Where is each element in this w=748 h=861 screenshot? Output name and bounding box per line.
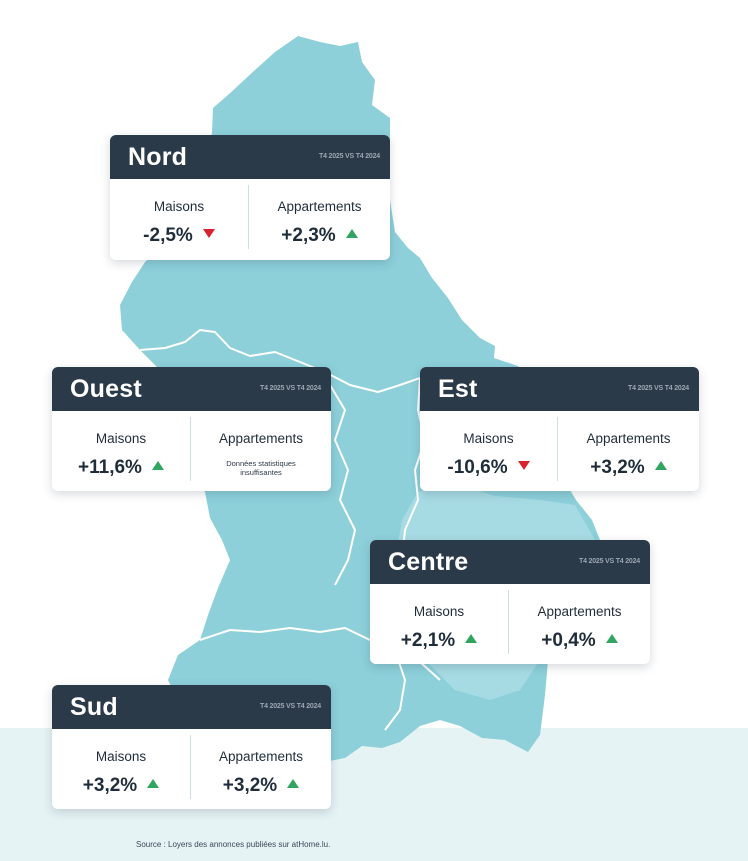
nord-border (139, 329, 421, 393)
source-note: Source : Loyers des annonces publiées su… (136, 840, 331, 849)
appartements-value: +3,2% (222, 775, 278, 796)
appartements-column: Appartements +0,4% (509, 584, 650, 664)
region-card-centre: Centre T4 2025 VS T4 2024 Maisons +2,1% … (370, 540, 650, 664)
maisons-label: Maisons (463, 431, 514, 446)
note-line: insuffisantes (240, 468, 282, 477)
card-header: Est T4 2025 VS T4 2024 (420, 367, 699, 411)
region-title: Sud (70, 693, 118, 721)
card-header: Centre T4 2025 VS T4 2024 (370, 540, 650, 584)
period-label: T4 2025 VS T4 2024 (628, 385, 689, 392)
card-body: Maisons +3,2% Appartements +3,2% (52, 729, 331, 809)
region-card-nord: Nord T4 2025 VS T4 2024 Maisons -2,5% Ap… (110, 135, 390, 260)
appartements-value: +3,2% (590, 457, 645, 478)
region-title: Est (438, 375, 478, 403)
card-body: Maisons +11,6% Appartements Données stat… (52, 411, 331, 491)
up-arrow-icon (465, 634, 478, 644)
card-header: Ouest T4 2025 VS T4 2024 (52, 367, 331, 411)
appartements-value-row: +3,2% (191, 775, 331, 797)
maisons-value: +2,1% (400, 630, 456, 651)
appartements-column: Appartements +3,2% (558, 411, 699, 491)
appartements-value-row: +3,2% (558, 457, 699, 479)
up-arrow-icon (654, 461, 667, 471)
down-arrow-icon (517, 461, 530, 471)
region-title: Ouest (70, 375, 142, 403)
appartements-value: +0,4% (541, 630, 596, 651)
card-header: Nord T4 2025 VS T4 2024 (110, 135, 390, 179)
maisons-label: Maisons (95, 431, 147, 446)
maisons-column: Maisons +2,1% (370, 584, 508, 664)
appartements-label: Appartements (586, 431, 671, 446)
up-arrow-icon (151, 461, 164, 471)
maisons-value: +3,2% (82, 775, 138, 796)
up-arrow-icon (147, 779, 160, 789)
column-divider (190, 735, 191, 799)
period-label: T4 2025 VS T4 2024 (260, 703, 321, 710)
column-divider (248, 185, 249, 249)
period-label: T4 2025 VS T4 2024 (319, 153, 380, 160)
appartements-label: Appartements (277, 199, 362, 214)
maisons-column: Maisons -10,6% (420, 411, 557, 491)
maisons-label: Maisons (153, 199, 205, 214)
est-border (401, 377, 426, 561)
down-arrow-icon (202, 229, 215, 239)
up-arrow-icon (605, 634, 618, 644)
maisons-column: Maisons -2,5% (110, 179, 248, 260)
maisons-label: Maisons (413, 604, 465, 619)
column-divider (557, 417, 558, 481)
note-line: Données statistiques (226, 459, 296, 468)
card-body: Maisons +2,1% Appartements +0,4% (370, 584, 650, 664)
appartements-value-row: +0,4% (509, 630, 650, 652)
maisons-value-row: -2,5% (110, 225, 248, 247)
maisons-value-row: +11,6% (52, 457, 190, 479)
maisons-value: -10,6% (447, 457, 508, 478)
maisons-value: -2,5% (143, 225, 193, 246)
region-card-est: Est T4 2025 VS T4 2024 Maisons -10,6% Ap… (420, 367, 699, 491)
region-card-ouest: Ouest T4 2025 VS T4 2024 Maisons +11,6% … (52, 367, 331, 491)
appartements-column: Appartements Données statistiques insuff… (191, 411, 331, 491)
appartements-label: Appartements (218, 431, 304, 446)
period-label: T4 2025 VS T4 2024 (260, 385, 321, 392)
appartements-label: Appartements (537, 604, 622, 619)
maisons-column: Maisons +3,2% (52, 729, 190, 809)
maisons-value: +11,6% (78, 457, 142, 478)
region-title: Nord (128, 143, 188, 171)
appartements-value: +2,3% (281, 225, 336, 246)
up-arrow-icon (345, 229, 358, 239)
card-body: Maisons -2,5% Appartements +2,3% (110, 179, 390, 260)
maisons-value-row: +3,2% (52, 775, 190, 797)
ouest-centre-border (329, 384, 356, 586)
appartements-column: Appartements +3,2% (191, 729, 331, 809)
maisons-column: Maisons +11,6% (52, 411, 190, 491)
card-header: Sud T4 2025 VS T4 2024 (52, 685, 331, 729)
region-card-sud: Sud T4 2025 VS T4 2024 Maisons +3,2% App… (52, 685, 331, 809)
appartements-column: Appartements +2,3% (249, 179, 390, 260)
up-arrow-icon (287, 779, 300, 789)
card-body: Maisons -10,6% Appartements +3,2% (420, 411, 699, 491)
insufficient-data-note: Données statistiques insuffisantes (191, 459, 331, 477)
column-divider (508, 590, 509, 654)
period-label: T4 2025 VS T4 2024 (579, 558, 640, 565)
appartements-label: Appartements (218, 749, 304, 764)
maisons-label: Maisons (95, 749, 147, 764)
appartements-value-row: +2,3% (249, 225, 390, 247)
centre-border (384, 649, 406, 731)
maisons-value-row: -10,6% (420, 457, 557, 479)
maisons-value-row: +2,1% (370, 630, 508, 652)
column-divider (190, 417, 191, 481)
region-title: Centre (388, 548, 469, 576)
